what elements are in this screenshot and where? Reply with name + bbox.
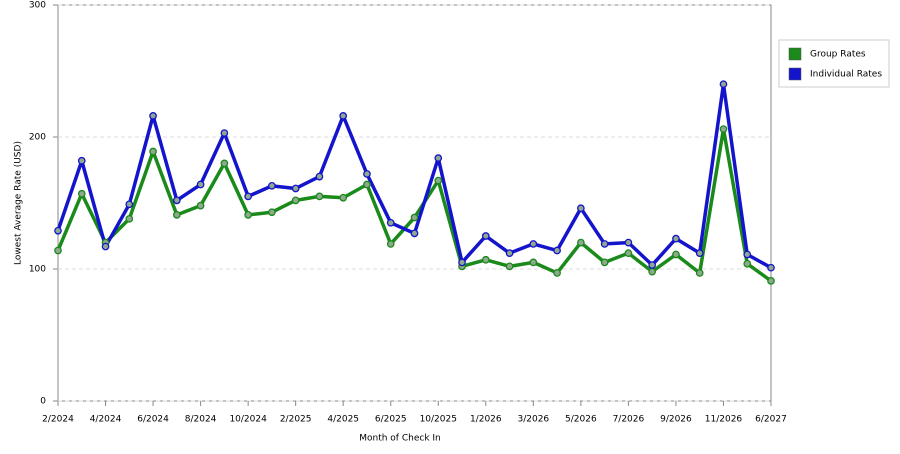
x-tick-label: 2/2024 <box>42 415 74 425</box>
data-point <box>77 156 86 165</box>
data-point <box>648 267 657 276</box>
data-point <box>434 154 443 162</box>
data-point <box>315 172 324 181</box>
data-point <box>339 193 348 202</box>
data-point <box>695 269 704 277</box>
data-point <box>481 255 490 264</box>
plot-area <box>57 4 772 402</box>
x-axis-label: Month of Check In <box>359 434 441 444</box>
data-point <box>600 240 609 248</box>
data-point <box>268 181 276 190</box>
data-point <box>244 192 252 201</box>
x-tick-label: 5/2026 <box>565 415 597 425</box>
data-point <box>529 240 538 248</box>
data-point <box>101 242 110 251</box>
legend-label: Group Rates <box>810 50 866 60</box>
data-point <box>481 232 490 240</box>
y-tick-label: 100 <box>29 265 46 275</box>
x-tick-label: 10/2024 <box>229 415 267 425</box>
data-point <box>291 196 300 205</box>
data-point <box>624 238 633 247</box>
data-point <box>149 112 157 120</box>
data-point <box>743 259 752 268</box>
data-point <box>505 262 514 271</box>
data-point <box>149 147 157 156</box>
data-point <box>767 263 775 272</box>
data-point <box>363 180 371 189</box>
data-point <box>410 213 419 222</box>
data-point <box>291 184 300 193</box>
data-point <box>624 249 633 258</box>
data-point <box>600 258 609 267</box>
x-tick-label: 8/2024 <box>185 415 217 425</box>
y-tick-label: 0 <box>40 397 46 407</box>
x-tick-label: 4/2024 <box>90 415 122 425</box>
x-tick-label: 11/2026 <box>705 415 743 425</box>
data-point <box>553 246 561 255</box>
y-axis-label: Lowest Average Rate (USD) <box>14 141 24 265</box>
y-tick-label: 200 <box>29 133 46 143</box>
data-point <box>458 258 466 267</box>
data-point <box>743 250 752 259</box>
data-point <box>172 196 181 205</box>
x-tick-label: 6/2025 <box>375 415 407 425</box>
x-tick-label: 9/2026 <box>660 415 692 425</box>
x-tick-label: 6/2027 <box>755 415 787 425</box>
data-point <box>386 218 395 227</box>
data-point <box>672 250 680 259</box>
data-point <box>363 170 371 178</box>
legend-swatch <box>788 47 802 61</box>
data-point <box>410 229 419 238</box>
x-tick-label: 7/2026 <box>613 415 645 425</box>
data-point <box>719 80 728 89</box>
data-point <box>577 204 585 213</box>
data-point <box>386 240 395 248</box>
data-point <box>196 201 205 210</box>
data-point <box>719 125 728 133</box>
data-point <box>577 238 585 247</box>
data-point <box>77 189 86 198</box>
data-point <box>339 112 348 120</box>
x-tick-label: 1/2026 <box>470 415 502 425</box>
data-point <box>767 277 775 285</box>
data-point <box>553 269 561 277</box>
data-point <box>220 159 229 168</box>
x-tick-label: 4/2025 <box>327 415 359 425</box>
data-point <box>529 258 538 267</box>
x-tick-label: 3/2026 <box>517 415 549 425</box>
data-point <box>672 234 680 243</box>
data-point <box>648 261 657 269</box>
data-point <box>196 180 205 189</box>
x-tick-label: 2/2025 <box>280 415 312 425</box>
data-point <box>54 246 62 255</box>
data-point <box>54 226 62 235</box>
y-tick-label: 300 <box>29 1 46 11</box>
data-point <box>220 129 229 137</box>
data-point <box>244 211 252 219</box>
data-point <box>125 200 134 209</box>
data-point <box>695 249 704 258</box>
legend-label: Individual Rates <box>810 70 882 80</box>
x-tick-label: 10/2025 <box>420 415 457 425</box>
legend-swatch <box>788 67 802 81</box>
data-point <box>505 249 514 258</box>
data-point <box>172 211 181 219</box>
data-point <box>434 176 443 185</box>
x-tick-label: 6/2024 <box>137 415 169 425</box>
data-point <box>125 214 134 223</box>
data-point <box>315 192 324 201</box>
data-point <box>268 208 276 217</box>
